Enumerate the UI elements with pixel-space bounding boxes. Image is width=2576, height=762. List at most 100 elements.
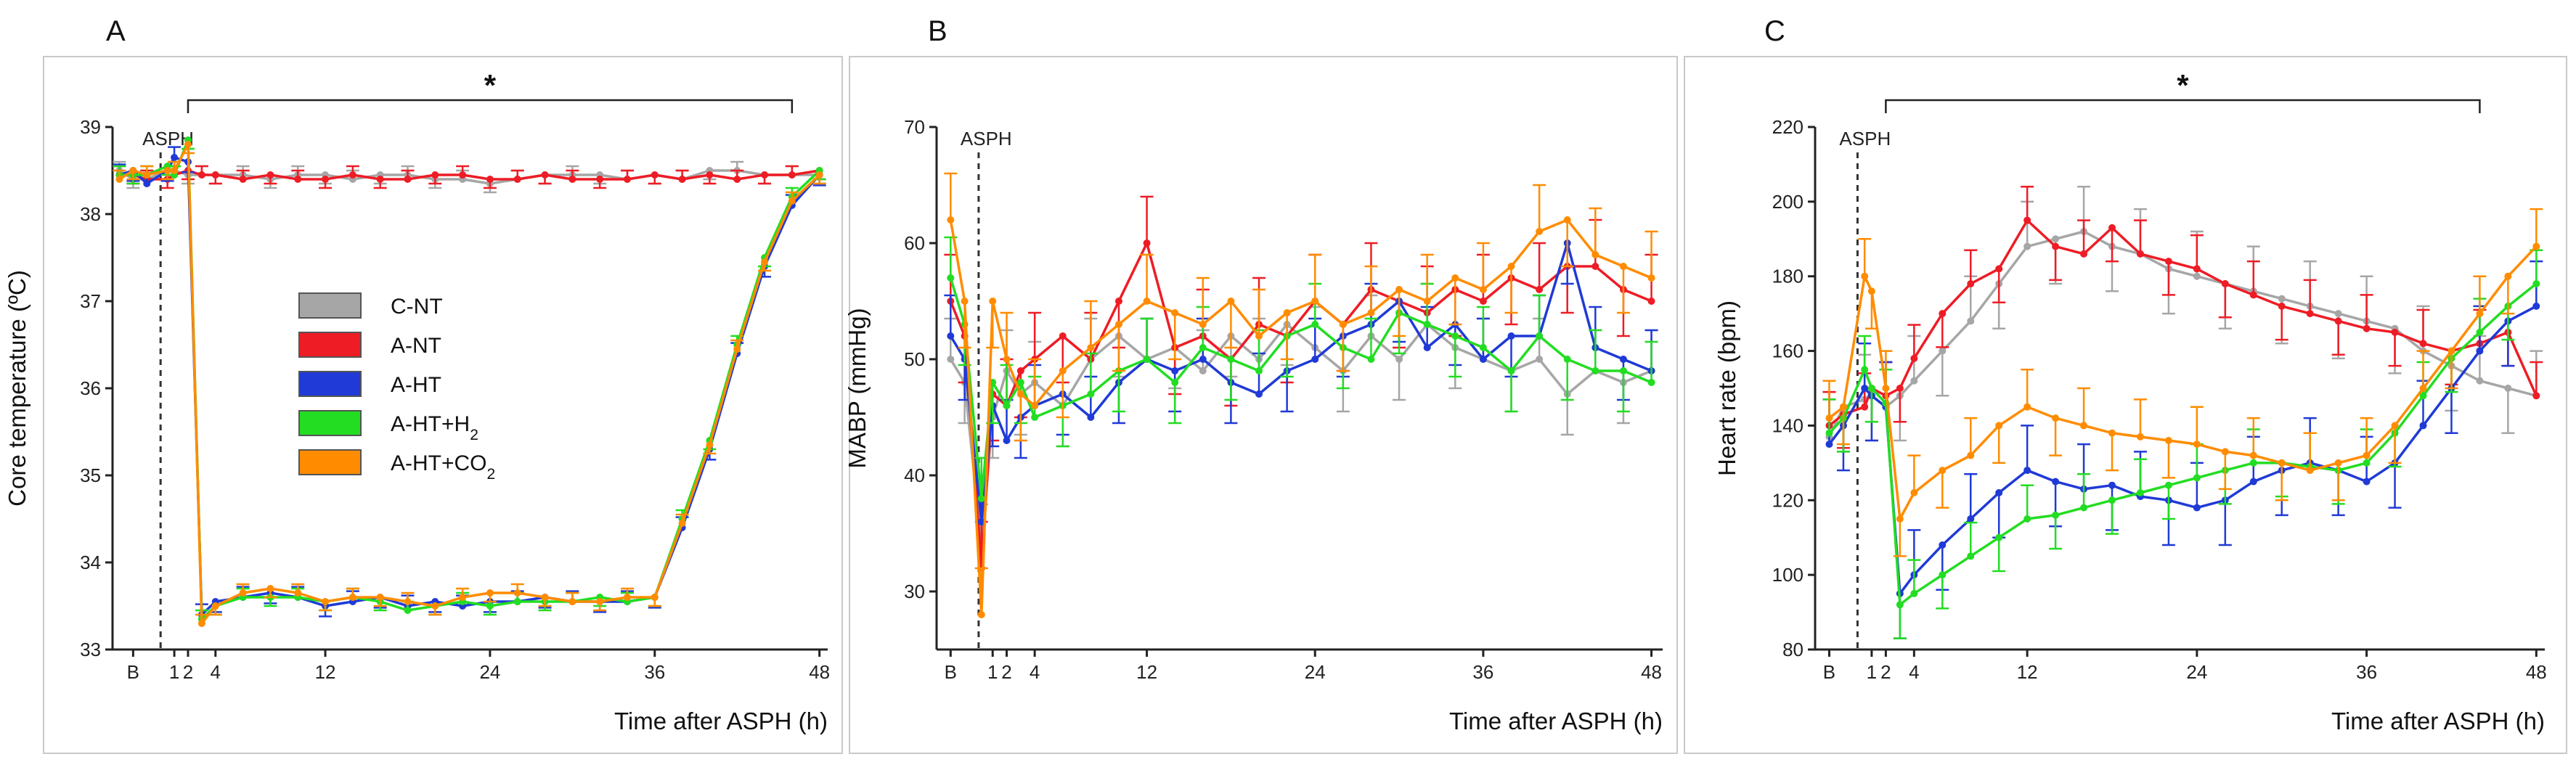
data-point [294,589,302,597]
data-point [2306,310,2314,318]
significance-bracket [1885,99,2481,113]
data-point [2249,459,2257,467]
data-point [376,594,384,601]
data-point [2249,291,2257,299]
data-point [1995,533,2003,541]
data-point [2164,437,2172,444]
data-point [2193,441,2201,448]
panel-c: C [1684,15,2567,754]
data-point [1882,385,1890,392]
data-point [623,594,631,601]
data-point [2136,250,2144,258]
data-point [2023,242,2031,250]
x-tick-label: 48 [1641,661,1662,683]
y-tick-label: 50 [904,348,925,370]
data-point [1114,321,1122,328]
data-point [129,167,137,174]
panel-b-frame [849,56,1678,754]
data-point [294,176,302,183]
data-point [761,258,769,266]
data-point [486,176,494,183]
series-a-nt [1822,186,2543,449]
data-point [2334,317,2342,325]
data-point [2052,235,2060,243]
x-tick-label: 24 [479,661,500,683]
x-tick-label: 12 [315,661,336,683]
data-point [1227,356,1235,363]
data-point [2278,302,2286,310]
data-point [961,298,969,305]
panel-b: B [849,15,1678,754]
data-point [2363,478,2371,486]
data-point [733,176,741,183]
data-point [2249,478,2257,486]
data-point [1939,310,1947,318]
data-point [1423,344,1431,351]
data-point [1939,347,1947,355]
data-point [788,171,796,179]
data-point [2023,515,2031,523]
legend-label-c-nt: C-NT [391,295,443,319]
x-tick-label: 1 [987,661,998,683]
data-point [171,167,179,174]
series-a-ht-h2 [944,236,1658,502]
data-point [486,602,494,610]
data-point [2193,265,2201,273]
data-point [1939,571,1947,579]
data-point [1867,385,1875,392]
data-point [2193,474,2201,482]
y-tick-label: 34 [80,552,101,573]
data-point [1967,280,1975,287]
data-point [2193,504,2201,512]
data-point [1825,429,1833,437]
y-tick-label: 37 [80,290,101,312]
chart-a-ylabel: Core temperature (ºC) [4,270,30,507]
x-tick-label: 36 [2356,661,2377,683]
data-point [1311,356,1319,363]
data-point [788,197,796,205]
data-point [1479,344,1487,351]
data-point [2363,324,2371,332]
data-point [2476,377,2484,385]
y-tick-label: 160 [1772,340,1803,362]
data-point [2476,328,2484,336]
data-point [1536,228,1544,235]
data-point [1255,332,1263,340]
data-point [2306,467,2314,475]
data-point [2052,242,2060,250]
data-point [2023,467,2031,475]
legend: C-NT A-NT A-HT A-HT+H2 A-HT+CO2 [298,292,495,483]
panel-b-letter: B [928,15,947,47]
data-point [2532,392,2540,400]
y-tick-label: 120 [1772,489,1803,511]
data-point [1451,332,1459,340]
panel-c-frame [1684,56,2567,754]
data-point [239,176,247,183]
data-point [1367,356,1375,363]
data-point [1910,489,1918,496]
chart-c-ylabel: Heart rate (bpm) [1713,300,1740,476]
data-point [1171,367,1179,374]
data-point [989,298,997,305]
data-point [2052,511,2060,519]
data-point [349,171,356,179]
data-point [1339,321,1347,328]
data-point [239,589,247,597]
data-point [2221,280,2229,287]
legend-swatch-a-ht-h2 [298,410,362,436]
data-point [1423,321,1431,328]
data-point [486,589,494,597]
data-point [1143,239,1151,247]
data-point [678,176,686,183]
chart-b-ylabel: MABP (mmHg) [844,308,871,468]
data-point [2278,459,2286,467]
x-tick-label: 4 [211,661,221,683]
data-point [1536,286,1544,293]
data-point [2164,481,2172,489]
data-point [2080,250,2088,258]
data-point [2164,258,2172,266]
data-point [1647,298,1655,305]
data-point [1507,263,1515,270]
data-point [977,495,985,502]
